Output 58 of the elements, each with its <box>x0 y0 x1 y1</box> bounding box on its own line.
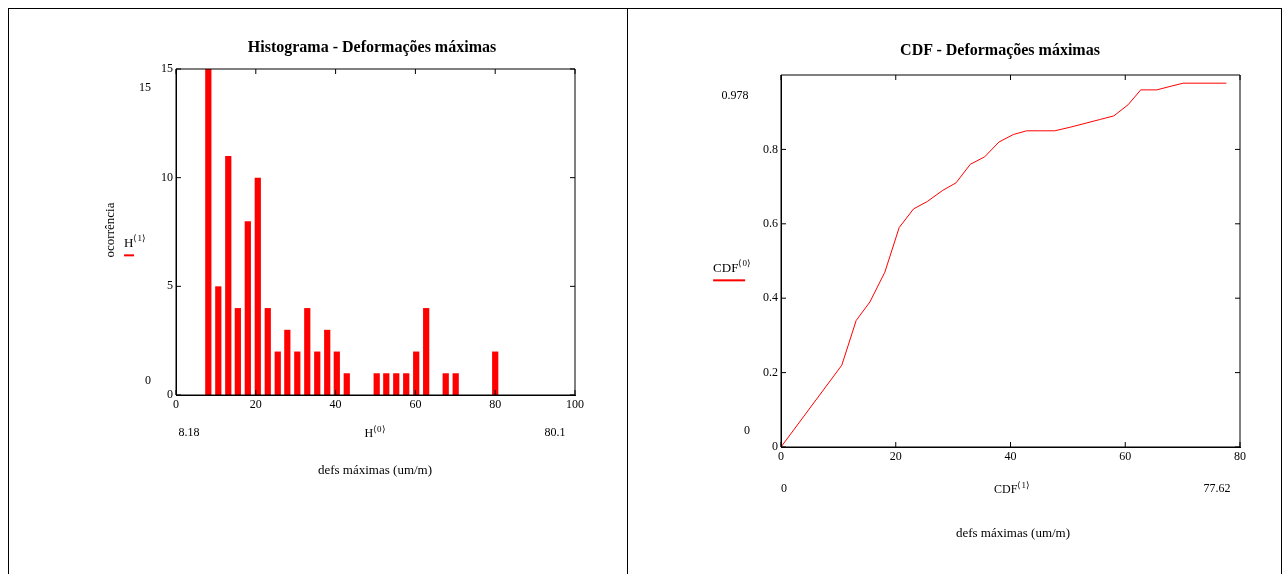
text: H$^{⟨0⟩}$ <box>364 423 386 441</box>
bar <box>373 373 380 395</box>
x-axis-title: defs máximas (um/m) <box>317 462 433 478</box>
bar <box>413 351 420 395</box>
chart-title: CDF - Deformações máximas <box>900 41 1100 59</box>
y-tick-label: 0.6 <box>763 215 778 230</box>
bar <box>333 351 340 395</box>
bar <box>215 286 222 395</box>
bar <box>225 155 232 395</box>
y-tick-label: 5 <box>167 278 173 293</box>
y-tick-label: 0 <box>167 387 173 402</box>
y-tick-label: 0 <box>772 439 778 454</box>
x-tick-label: 80 <box>1234 449 1246 464</box>
x-tick-label: 60 <box>409 397 422 412</box>
text: H$^{⟨1⟩}$ <box>124 233 146 251</box>
y-axis-title: ocorrência <box>102 202 118 258</box>
x-tick-label: 20 <box>249 397 262 412</box>
x-tick-label: 40 <box>329 397 342 412</box>
x-axis-title: defs máximas (um/m) <box>955 525 1071 541</box>
bar <box>294 351 301 395</box>
bar <box>423 308 430 395</box>
bar <box>205 69 212 395</box>
text: 80.1 <box>544 424 566 440</box>
x-tick-label: 60 <box>1119 449 1132 464</box>
bar <box>452 373 459 395</box>
bar <box>314 351 321 395</box>
bar <box>264 308 271 395</box>
text: 0 <box>744 422 750 438</box>
bar <box>274 351 281 395</box>
bar <box>284 329 291 395</box>
y-tick-label: 0.8 <box>763 141 778 156</box>
chart-title: Histograma - Deformações máximas <box>247 38 497 56</box>
y-tick-label: 0.2 <box>763 364 778 379</box>
bar <box>244 221 251 395</box>
text: 0 <box>145 372 151 388</box>
bar <box>304 308 311 395</box>
text: 8.18 <box>178 424 200 440</box>
y-tick-label: 15 <box>161 61 173 76</box>
bar <box>442 373 449 395</box>
text: 77.62 <box>1203 480 1231 496</box>
text: 15 <box>139 79 151 95</box>
bar <box>492 351 499 395</box>
text: CDF$^{⟨1⟩}$ <box>994 479 1030 497</box>
bar <box>383 373 390 395</box>
x-tick-label: 100 <box>566 397 584 412</box>
bar <box>324 329 331 395</box>
y-tick-label: 10 <box>161 169 173 184</box>
bar <box>234 308 241 395</box>
x-tick-label: 20 <box>889 449 902 464</box>
y-tick-label: 0.4 <box>763 290 778 305</box>
bar <box>343 373 350 395</box>
text: 0.978 <box>721 87 749 103</box>
bar <box>403 373 410 395</box>
x-tick-label: 40 <box>1004 449 1017 464</box>
text: CDF$^{⟨0⟩}$ <box>713 258 751 276</box>
x-tick-label: 80 <box>489 397 502 412</box>
bar <box>393 373 400 395</box>
bar <box>254 177 261 395</box>
